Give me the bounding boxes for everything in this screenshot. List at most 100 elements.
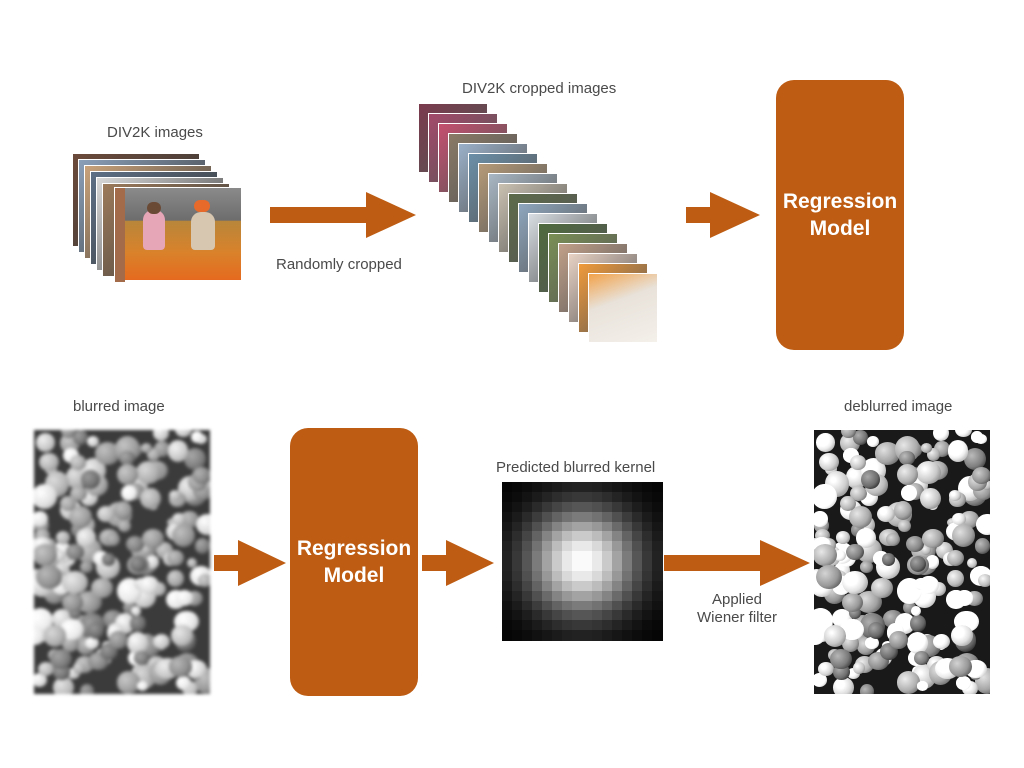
bean bbox=[835, 531, 850, 544]
bean bbox=[919, 575, 940, 595]
kernel-cell bbox=[592, 561, 603, 572]
bean bbox=[947, 440, 969, 462]
div2k-image-stack bbox=[72, 153, 244, 283]
kernel-cell bbox=[562, 570, 573, 582]
arrow-random-crop bbox=[270, 192, 416, 238]
kernel-cell bbox=[552, 610, 563, 621]
kernel-cell bbox=[512, 521, 523, 532]
kernel-cell bbox=[532, 551, 543, 562]
kernel-cell bbox=[642, 551, 653, 562]
bean bbox=[970, 430, 983, 443]
kernel-cell bbox=[652, 630, 663, 641]
kernel-cell bbox=[632, 521, 643, 532]
kernel-cell bbox=[552, 600, 563, 611]
kernel-cell bbox=[562, 482, 573, 493]
bean bbox=[61, 592, 83, 612]
kernel-cell bbox=[572, 482, 583, 493]
bean bbox=[849, 455, 866, 470]
kernel-cell bbox=[592, 511, 603, 522]
bean bbox=[818, 661, 834, 676]
kernel-cell bbox=[612, 521, 623, 532]
kernel-cell bbox=[602, 610, 613, 621]
bean bbox=[921, 529, 944, 549]
kernel-cell bbox=[602, 541, 613, 552]
kernel-cell bbox=[642, 570, 653, 582]
kernel-cell bbox=[592, 600, 603, 611]
kernel-cell bbox=[562, 511, 573, 522]
kernel-cell bbox=[622, 580, 633, 592]
kernel-cell bbox=[602, 551, 613, 562]
kernel-cell bbox=[552, 491, 563, 503]
kernel-cell bbox=[622, 590, 633, 601]
kernel-cell bbox=[632, 600, 643, 611]
bean bbox=[951, 523, 975, 547]
kernel-cell bbox=[512, 590, 523, 601]
bean bbox=[814, 673, 828, 688]
kernel-cell bbox=[532, 580, 543, 592]
kernel-cell bbox=[622, 630, 633, 641]
bean bbox=[974, 538, 990, 554]
kernel-cell bbox=[652, 482, 663, 493]
kernel-cell bbox=[592, 482, 603, 493]
arrow-shape bbox=[214, 540, 286, 586]
kernel-cell bbox=[642, 561, 653, 572]
kernel-cell bbox=[522, 630, 533, 641]
kernel-cell bbox=[572, 561, 583, 572]
kernel-cell bbox=[652, 501, 663, 513]
bean bbox=[125, 536, 144, 552]
kernel-cell bbox=[562, 580, 573, 592]
bean bbox=[977, 574, 990, 588]
kernel-cell bbox=[632, 590, 643, 601]
kernel-cell bbox=[532, 561, 543, 572]
regression-model-top: Regression Model bbox=[776, 80, 904, 350]
kernel-cell bbox=[602, 491, 613, 503]
bean bbox=[36, 432, 55, 452]
bean bbox=[34, 483, 58, 509]
kernel-cell bbox=[612, 580, 623, 592]
bean bbox=[920, 442, 933, 453]
bean bbox=[135, 460, 161, 484]
front-photo bbox=[114, 187, 242, 282]
bean bbox=[66, 544, 84, 561]
bean bbox=[853, 661, 865, 674]
kernel-cell bbox=[542, 511, 553, 522]
kernel-cell bbox=[582, 580, 593, 592]
bean bbox=[190, 430, 203, 443]
kernel-cell bbox=[582, 590, 593, 601]
kernel-cell bbox=[522, 590, 533, 601]
kernel-cell bbox=[512, 531, 523, 542]
kernel-cell bbox=[532, 570, 543, 582]
bean bbox=[60, 495, 77, 512]
kernel-cell bbox=[582, 521, 593, 532]
kernel-cell bbox=[532, 600, 543, 611]
kernel-cell bbox=[632, 491, 643, 503]
deblurred-image bbox=[814, 430, 990, 694]
kernel-cell bbox=[582, 491, 593, 503]
kernel-cell bbox=[522, 501, 533, 513]
bean bbox=[952, 512, 966, 525]
bean bbox=[911, 606, 922, 617]
kernel-cell bbox=[512, 541, 523, 552]
bean bbox=[34, 673, 48, 688]
kernel-cell bbox=[632, 482, 643, 493]
kernel-cell bbox=[542, 482, 553, 493]
bean bbox=[76, 528, 97, 548]
bean bbox=[841, 430, 857, 439]
kernel-cell bbox=[622, 511, 633, 522]
kernel-cell bbox=[572, 570, 583, 582]
bean bbox=[946, 569, 964, 587]
kernel-cell bbox=[642, 590, 653, 601]
arrow-wiener-filter bbox=[664, 540, 810, 586]
kernel-cell bbox=[572, 501, 583, 513]
kernel-cell bbox=[582, 482, 593, 493]
bean bbox=[121, 484, 137, 501]
bean bbox=[889, 630, 908, 650]
kernel-cell bbox=[552, 541, 563, 552]
kernel-cell bbox=[542, 580, 553, 592]
bean bbox=[971, 466, 990, 485]
kernel-cell bbox=[612, 630, 623, 641]
bean bbox=[907, 632, 928, 655]
kernel-cell bbox=[592, 501, 603, 513]
bean bbox=[62, 570, 88, 594]
div2k-images-label: DIV2K images bbox=[107, 124, 203, 141]
